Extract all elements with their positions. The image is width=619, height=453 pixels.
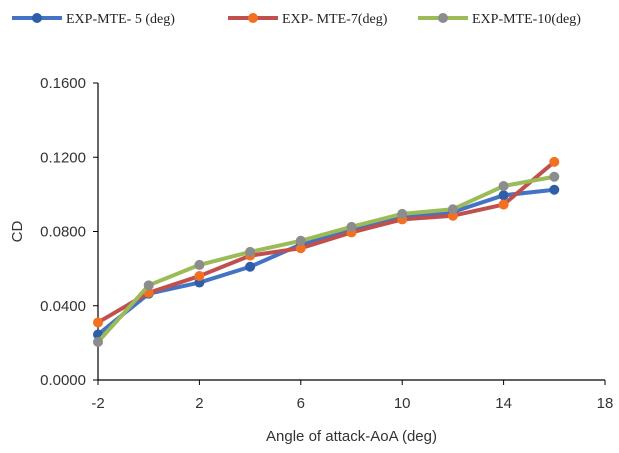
data-point [93,317,103,328]
data-point [143,280,154,291]
y-tick-label: 0.0800 [40,224,86,241]
data-point [194,259,205,270]
series-line [96,159,557,325]
legend-label: EXP-MTE- 5 (deg) [66,12,175,27]
x-tick-label: 2 [195,395,203,412]
x-tick-label: 18 [597,395,614,412]
series-2 [93,156,560,328]
legend-item: EXP- MTE-7(deg) [228,12,388,27]
legend-label: EXP- MTE-7(deg) [282,12,388,27]
data-point [194,271,205,282]
legend-marker [438,13,448,23]
data-point [498,181,509,192]
data-point [498,190,509,201]
data-point [447,204,458,215]
x-tick-labels: -2 2 6 10 14 18 [91,380,613,412]
series-line [96,174,557,344]
legend-item: EXP-MTE- 5 (deg) [12,12,175,27]
legend-item: EXP-MTE-10(deg) [418,12,581,27]
x-tick-label: 14 [495,395,512,412]
data-point [549,156,560,167]
data-point [245,261,256,272]
y-tick-label: 0.0400 [40,298,86,315]
data-point [397,208,408,219]
y-tick-label: 0.1200 [40,149,86,166]
data-point [549,171,560,182]
legend-marker [248,13,258,23]
legend: EXP-MTE- 5 (deg) EXP- MTE-7(deg) EXP-MTE-1… [12,12,581,27]
x-axis-title: Angle of attack-AoA (deg) [266,428,437,445]
y-axis-title: CD [9,221,26,243]
data-point [549,184,560,195]
data-point [295,243,306,254]
series-layer [93,156,560,347]
x-tick-label: 6 [297,395,305,412]
data-point [245,246,256,257]
series-3 [93,171,560,347]
legend-marker [32,13,42,23]
x-tick-label: 10 [394,395,411,412]
y-tick-label: 0.0000 [40,372,86,389]
data-point [295,235,306,246]
x-tick-label: -2 [91,395,104,412]
series-line [96,187,557,337]
data-point [93,336,103,347]
y-tick-labels: 0.0000 0.0400 0.0800 0.1200 0.1600 [40,75,98,389]
legend-label: EXP-MTE-10(deg) [472,12,581,27]
data-point [498,199,509,210]
y-tick-label: 0.1600 [40,75,86,92]
data-point [346,221,357,232]
